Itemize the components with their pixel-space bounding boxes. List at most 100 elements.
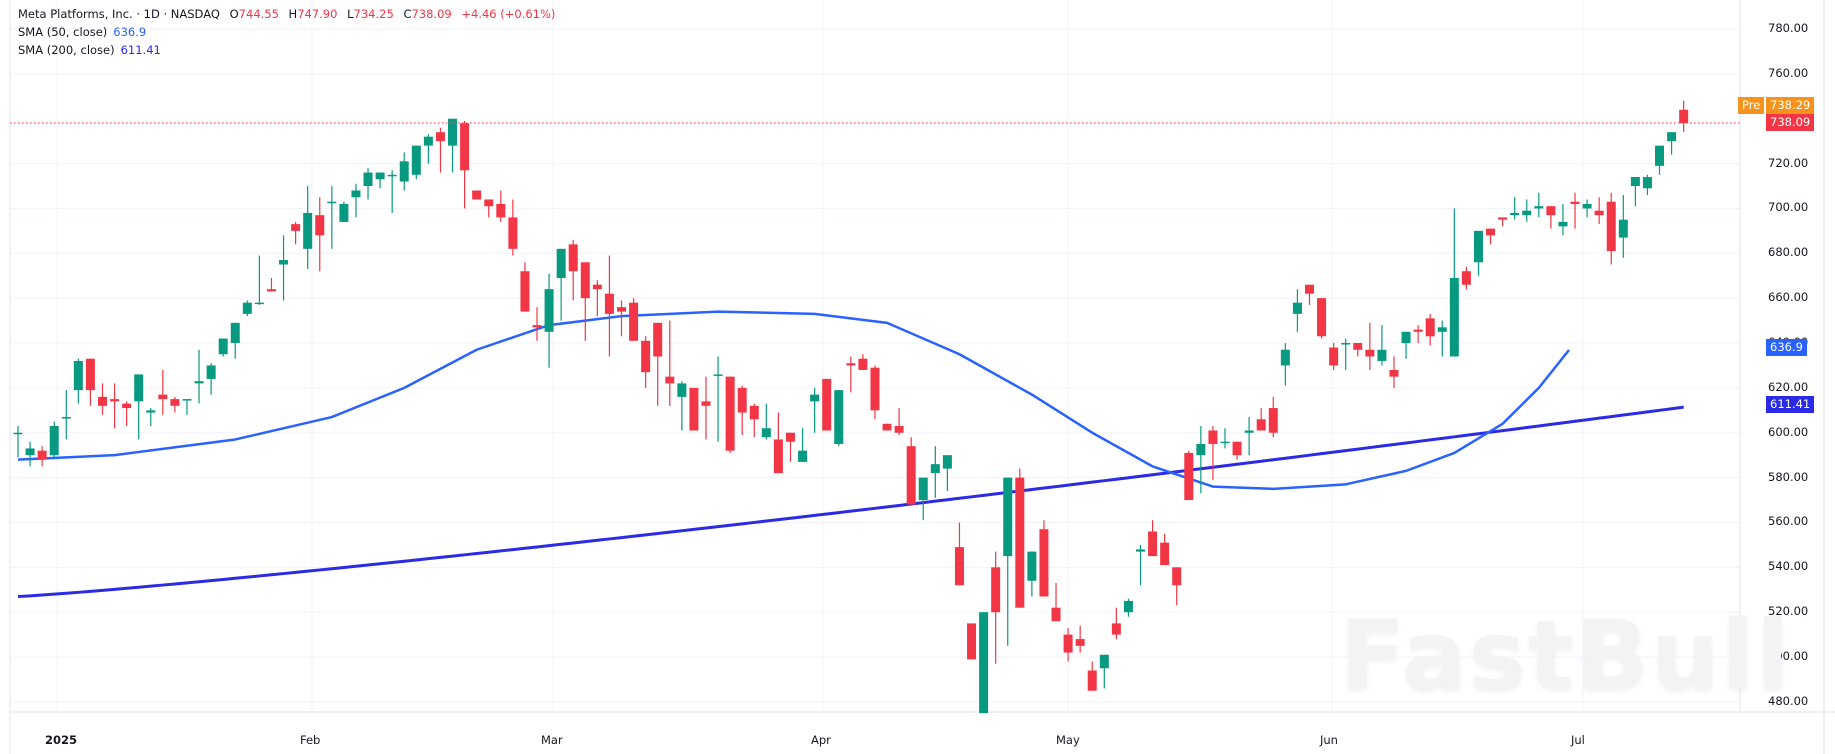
candle[interactable] bbox=[508, 199, 518, 256]
candle[interactable] bbox=[1329, 343, 1339, 370]
candle[interactable] bbox=[1449, 208, 1459, 357]
candle[interactable] bbox=[1510, 197, 1520, 220]
candle[interactable] bbox=[834, 390, 844, 447]
candle[interactable] bbox=[1268, 396, 1278, 438]
candle[interactable] bbox=[629, 298, 639, 341]
candle[interactable] bbox=[1437, 320, 1447, 357]
candle[interactable] bbox=[991, 551, 1001, 664]
candle[interactable] bbox=[749, 403, 759, 438]
candle[interactable] bbox=[61, 390, 71, 440]
candle[interactable] bbox=[1655, 145, 1665, 175]
candle[interactable] bbox=[592, 280, 602, 317]
candle[interactable] bbox=[1244, 417, 1254, 456]
candle[interactable] bbox=[423, 134, 433, 164]
candle[interactable] bbox=[1015, 468, 1025, 608]
candle[interactable] bbox=[822, 378, 832, 431]
candle[interactable] bbox=[665, 320, 675, 406]
candle[interactable] bbox=[1377, 325, 1387, 366]
candle[interactable] bbox=[339, 201, 349, 222]
sma50-legend-row[interactable]: SMA (50, close) 636.9 bbox=[18, 23, 555, 41]
candle[interactable] bbox=[242, 300, 252, 317]
candle[interactable] bbox=[230, 322, 240, 359]
candle[interactable] bbox=[1341, 338, 1351, 370]
symbol-title[interactable]: Meta Platforms, Inc. · 1D · NASDAQ bbox=[18, 7, 220, 21]
candle[interactable] bbox=[1172, 567, 1182, 606]
candle[interactable] bbox=[315, 197, 325, 272]
candle[interactable] bbox=[1353, 343, 1363, 357]
candle[interactable] bbox=[544, 273, 554, 368]
candle[interactable] bbox=[737, 385, 747, 435]
candle[interactable] bbox=[1522, 199, 1532, 222]
candle[interactable] bbox=[785, 432, 795, 462]
candle[interactable] bbox=[1075, 625, 1085, 653]
candle[interactable] bbox=[689, 387, 699, 431]
candle[interactable] bbox=[448, 118, 458, 173]
candle[interactable] bbox=[387, 170, 397, 213]
candle[interactable] bbox=[279, 235, 289, 301]
candle[interactable] bbox=[110, 383, 120, 429]
candle[interactable] bbox=[810, 387, 820, 433]
candle[interactable] bbox=[1027, 551, 1037, 597]
candle[interactable] bbox=[1679, 100, 1689, 133]
candle[interactable] bbox=[641, 336, 651, 388]
candle[interactable] bbox=[1160, 533, 1170, 566]
candle[interactable] bbox=[375, 172, 385, 189]
candle[interactable] bbox=[520, 262, 530, 312]
candle[interactable] bbox=[351, 183, 361, 218]
candle[interactable] bbox=[942, 455, 952, 492]
candle[interactable] bbox=[399, 152, 409, 191]
candle[interactable] bbox=[1546, 206, 1556, 229]
candle[interactable] bbox=[1498, 217, 1508, 227]
candle[interactable] bbox=[1534, 192, 1544, 218]
candle[interactable] bbox=[1570, 192, 1580, 229]
candle[interactable] bbox=[967, 623, 977, 660]
candle[interactable] bbox=[701, 376, 711, 440]
candle[interactable] bbox=[1063, 627, 1073, 662]
candle[interactable] bbox=[158, 369, 168, 415]
candle[interactable] bbox=[1087, 661, 1097, 691]
symbol-ohlc-row[interactable]: Meta Platforms, Inc. · 1D · NASDAQ O744.… bbox=[18, 5, 555, 23]
candle[interactable] bbox=[73, 358, 83, 404]
candle[interactable] bbox=[725, 376, 735, 453]
candle[interactable] bbox=[303, 186, 313, 270]
candle[interactable] bbox=[1184, 450, 1194, 501]
candle[interactable] bbox=[798, 428, 808, 462]
candle[interactable] bbox=[580, 262, 590, 341]
candle[interactable] bbox=[194, 349, 204, 404]
candle[interactable] bbox=[954, 522, 964, 586]
candle[interactable] bbox=[1099, 654, 1109, 689]
candle[interactable] bbox=[906, 437, 916, 505]
candle[interactable] bbox=[1582, 199, 1592, 218]
candle[interactable] bbox=[653, 322, 663, 406]
candle[interactable] bbox=[1039, 520, 1049, 597]
candle[interactable] bbox=[1148, 520, 1158, 557]
candle[interactable] bbox=[460, 120, 470, 209]
sma200-legend-row[interactable]: SMA (200, close) 611.41 bbox=[18, 41, 555, 59]
candle[interactable] bbox=[1317, 298, 1327, 339]
candle[interactable] bbox=[496, 190, 506, 222]
candle[interactable] bbox=[254, 255, 264, 305]
candle[interactable] bbox=[1594, 197, 1604, 225]
candle[interactable] bbox=[1136, 544, 1146, 586]
candle[interactable] bbox=[13, 426, 23, 458]
candle[interactable] bbox=[484, 199, 494, 218]
candle[interactable] bbox=[363, 168, 373, 200]
candle[interactable] bbox=[532, 307, 542, 341]
candle[interactable] bbox=[1461, 266, 1471, 290]
candle[interactable] bbox=[1413, 325, 1423, 344]
candle[interactable] bbox=[85, 358, 95, 406]
candle[interactable] bbox=[291, 221, 301, 245]
candle[interactable] bbox=[472, 190, 482, 200]
candle[interactable] bbox=[1123, 598, 1133, 617]
candle[interactable] bbox=[1642, 174, 1652, 195]
candle[interactable] bbox=[1304, 284, 1314, 305]
candle[interactable] bbox=[1365, 322, 1375, 370]
candle[interactable] bbox=[858, 354, 868, 370]
candle[interactable] bbox=[435, 127, 445, 173]
candle[interactable] bbox=[1389, 356, 1399, 388]
candle[interactable] bbox=[1232, 441, 1242, 460]
candle[interactable] bbox=[182, 399, 192, 415]
candle[interactable] bbox=[1425, 313, 1435, 346]
